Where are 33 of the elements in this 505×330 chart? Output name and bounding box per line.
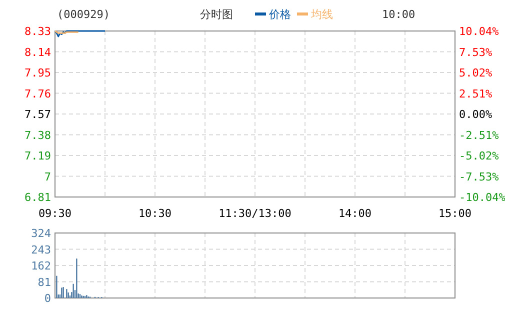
- x-tick-label: 09:30: [38, 207, 72, 220]
- y-tick-label: 162: [31, 260, 51, 272]
- y2-tick-label: -10.04%: [459, 191, 505, 204]
- legend-label: 均线: [310, 8, 333, 21]
- y2-tick-label: -2.51%: [459, 128, 500, 142]
- y-tick-label: 7: [44, 170, 51, 184]
- x-tick-label: 15:00: [438, 207, 472, 220]
- y-tick-label: 6.81: [24, 191, 51, 204]
- y2-tick-label: 5.02%: [459, 66, 492, 80]
- y-tick-label: 7.38: [24, 128, 51, 142]
- y-tick-label: 8.14: [24, 46, 52, 59]
- y2-tick-label: 0.00%: [459, 108, 492, 121]
- y2-tick-label: 2.51%: [459, 87, 492, 100]
- legend-label: 价格: [268, 8, 291, 21]
- text: 10:00: [382, 8, 416, 21]
- y-tick-label: 7.19: [24, 150, 51, 162]
- y-tick-label: 243: [31, 243, 51, 256]
- y-tick-label: 7.76: [24, 87, 51, 100]
- y-tick-label: 81: [38, 276, 51, 289]
- y2-tick-label: 7.53%: [459, 46, 492, 59]
- y-tick-label: 324: [31, 227, 52, 240]
- y-tick-label: 0: [44, 292, 51, 305]
- y-tick-label: 7.57: [24, 108, 51, 121]
- chart-subtitle: 分时图: [200, 8, 233, 21]
- y-tick-label: 8.33: [24, 25, 51, 38]
- y2-tick-label: -5.02%: [459, 150, 500, 162]
- x-tick-label: 11:30/13:00: [218, 207, 292, 220]
- x-tick-label: 14:00: [338, 207, 372, 220]
- y2-tick-label: -7.53%: [459, 170, 500, 184]
- y-tick-label: 7.95: [24, 66, 51, 80]
- x-tick-label: 10:30: [138, 207, 172, 220]
- chart-title: (000929): [57, 8, 110, 21]
- y2-tick-label: 10.04%: [459, 25, 500, 38]
